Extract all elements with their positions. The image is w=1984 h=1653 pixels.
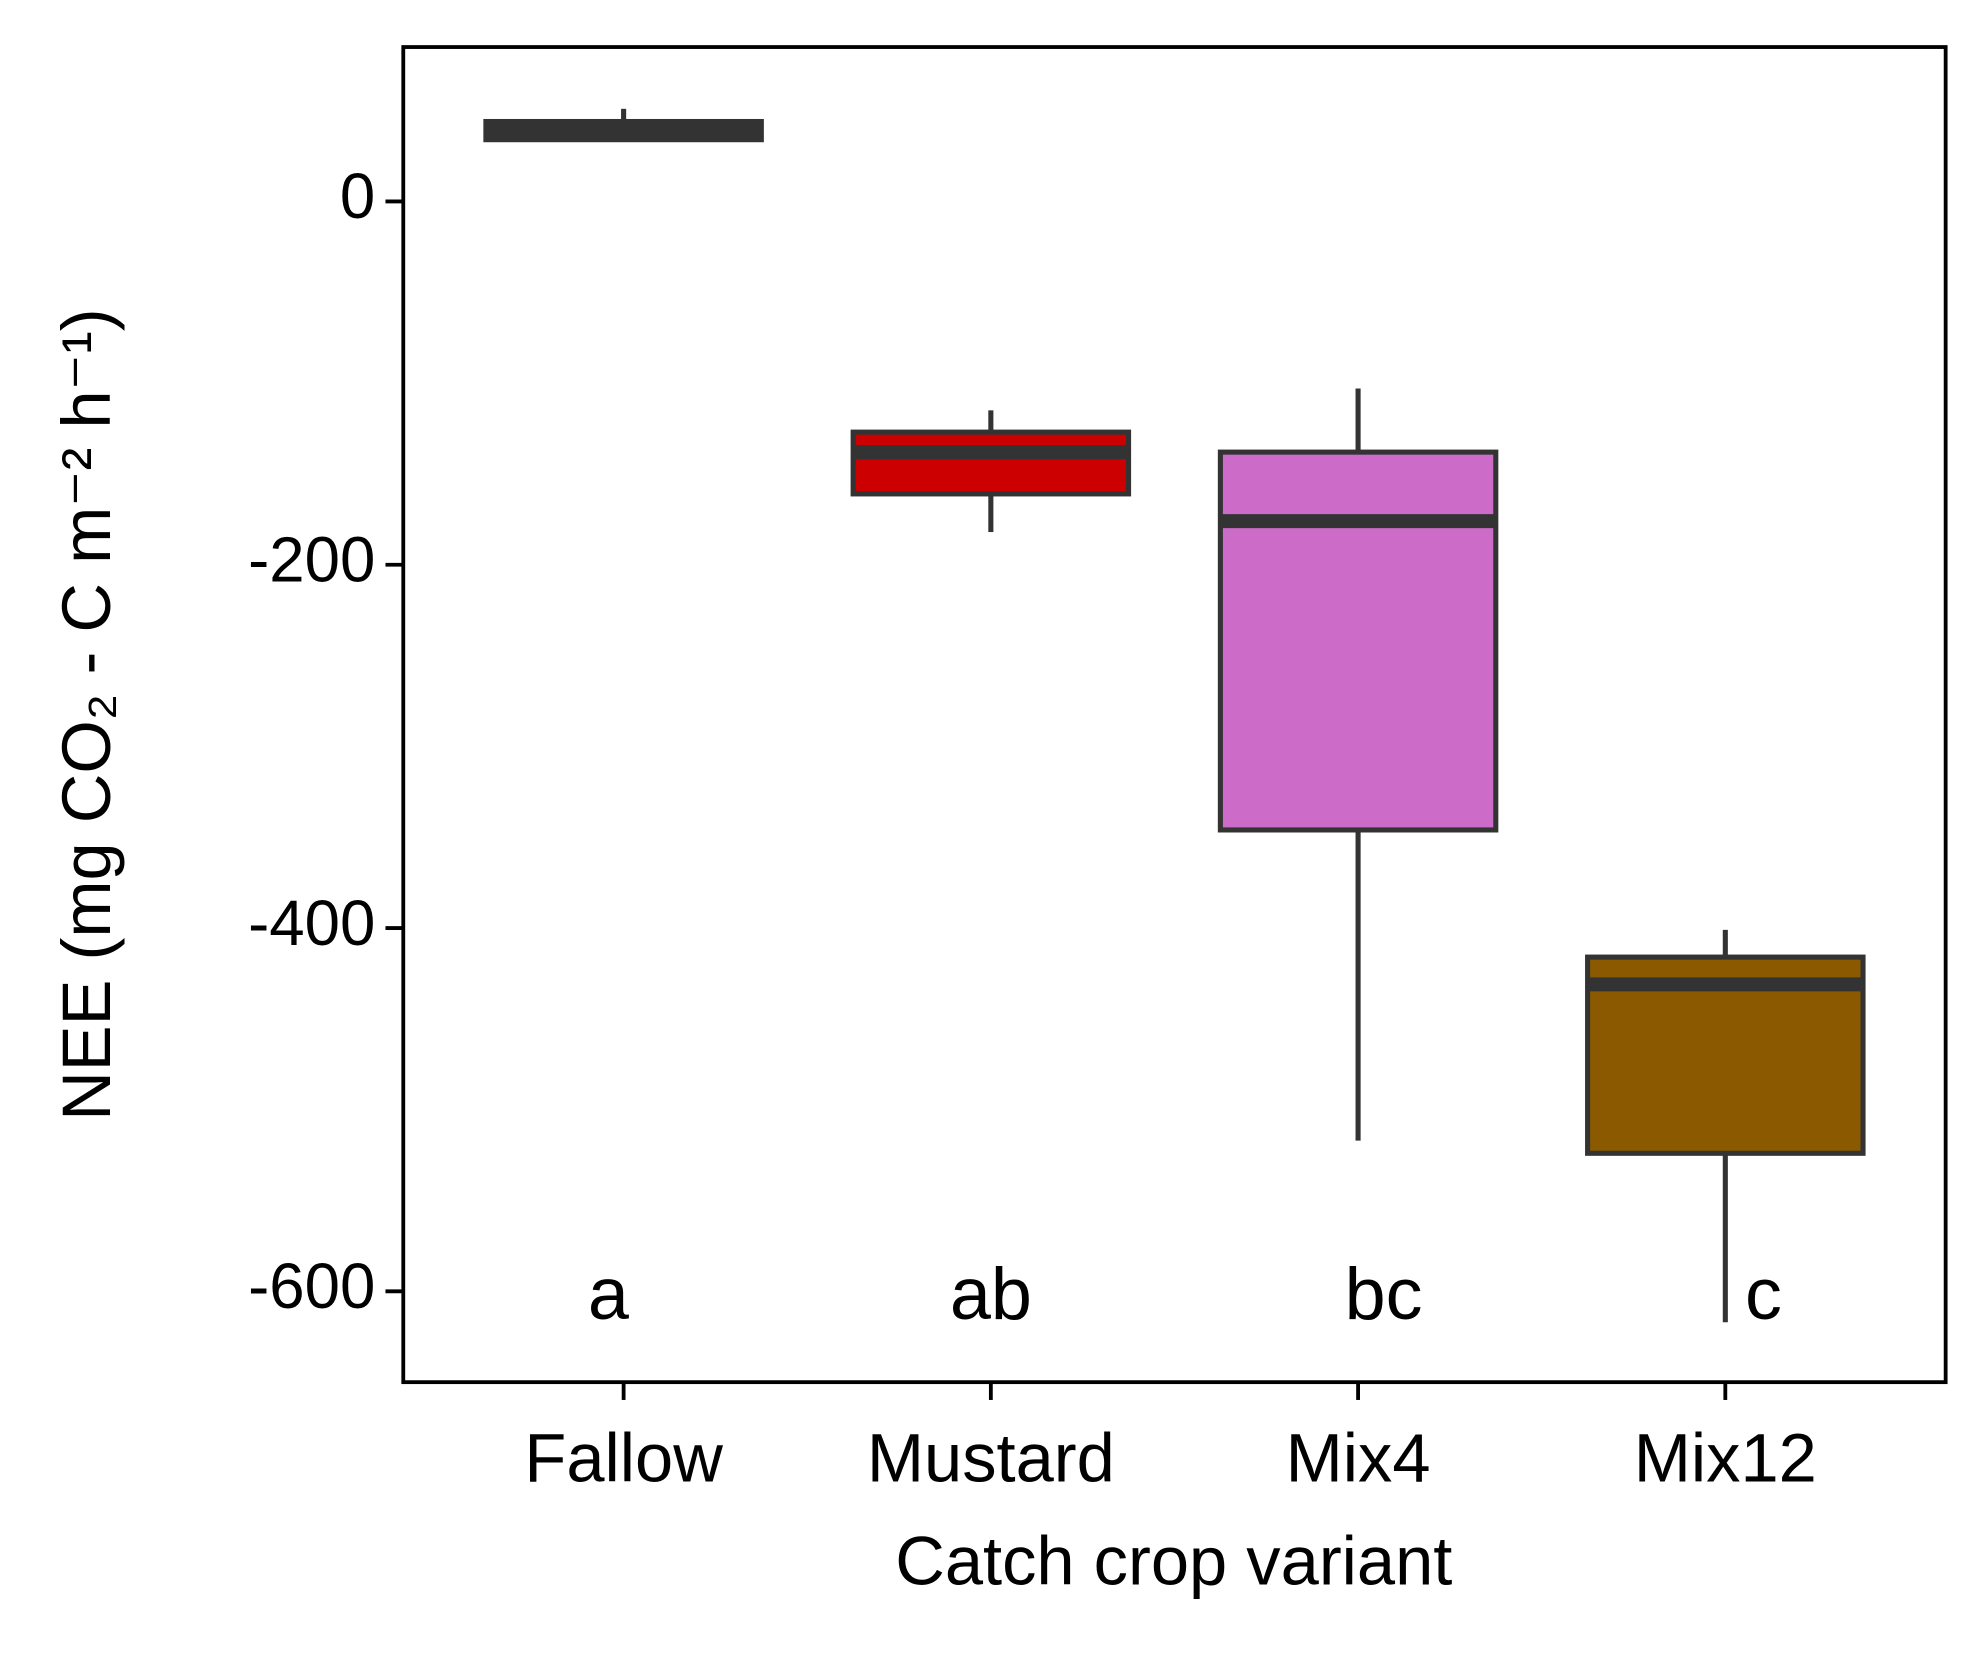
group-letter: bc (1345, 1252, 1423, 1335)
box (1217, 449, 1499, 833)
y-tick-label: -200 (248, 525, 375, 596)
plot-frame (401, 45, 1948, 1385)
x-tick-label: Mix12 (1634, 1420, 1817, 1497)
group-letter: ab (950, 1252, 1032, 1335)
y-tick-label: -400 (248, 888, 375, 959)
x-tick-label: Fallow (524, 1420, 723, 1497)
group-letter: a (588, 1252, 629, 1335)
group-letter: c (1745, 1252, 1782, 1335)
y-axis-title: NEE (mg CO₂ - C m⁻² h⁻¹) (48, 308, 125, 1120)
x-axis-title: Catch crop variant (895, 1523, 1452, 1600)
y-tick-label: 0 (340, 161, 375, 232)
x-tick-label: Mix4 (1286, 1420, 1431, 1497)
x-tick-label: Mustard (867, 1420, 1115, 1497)
y-tick-label: -600 (248, 1251, 375, 1322)
box (850, 429, 1132, 497)
